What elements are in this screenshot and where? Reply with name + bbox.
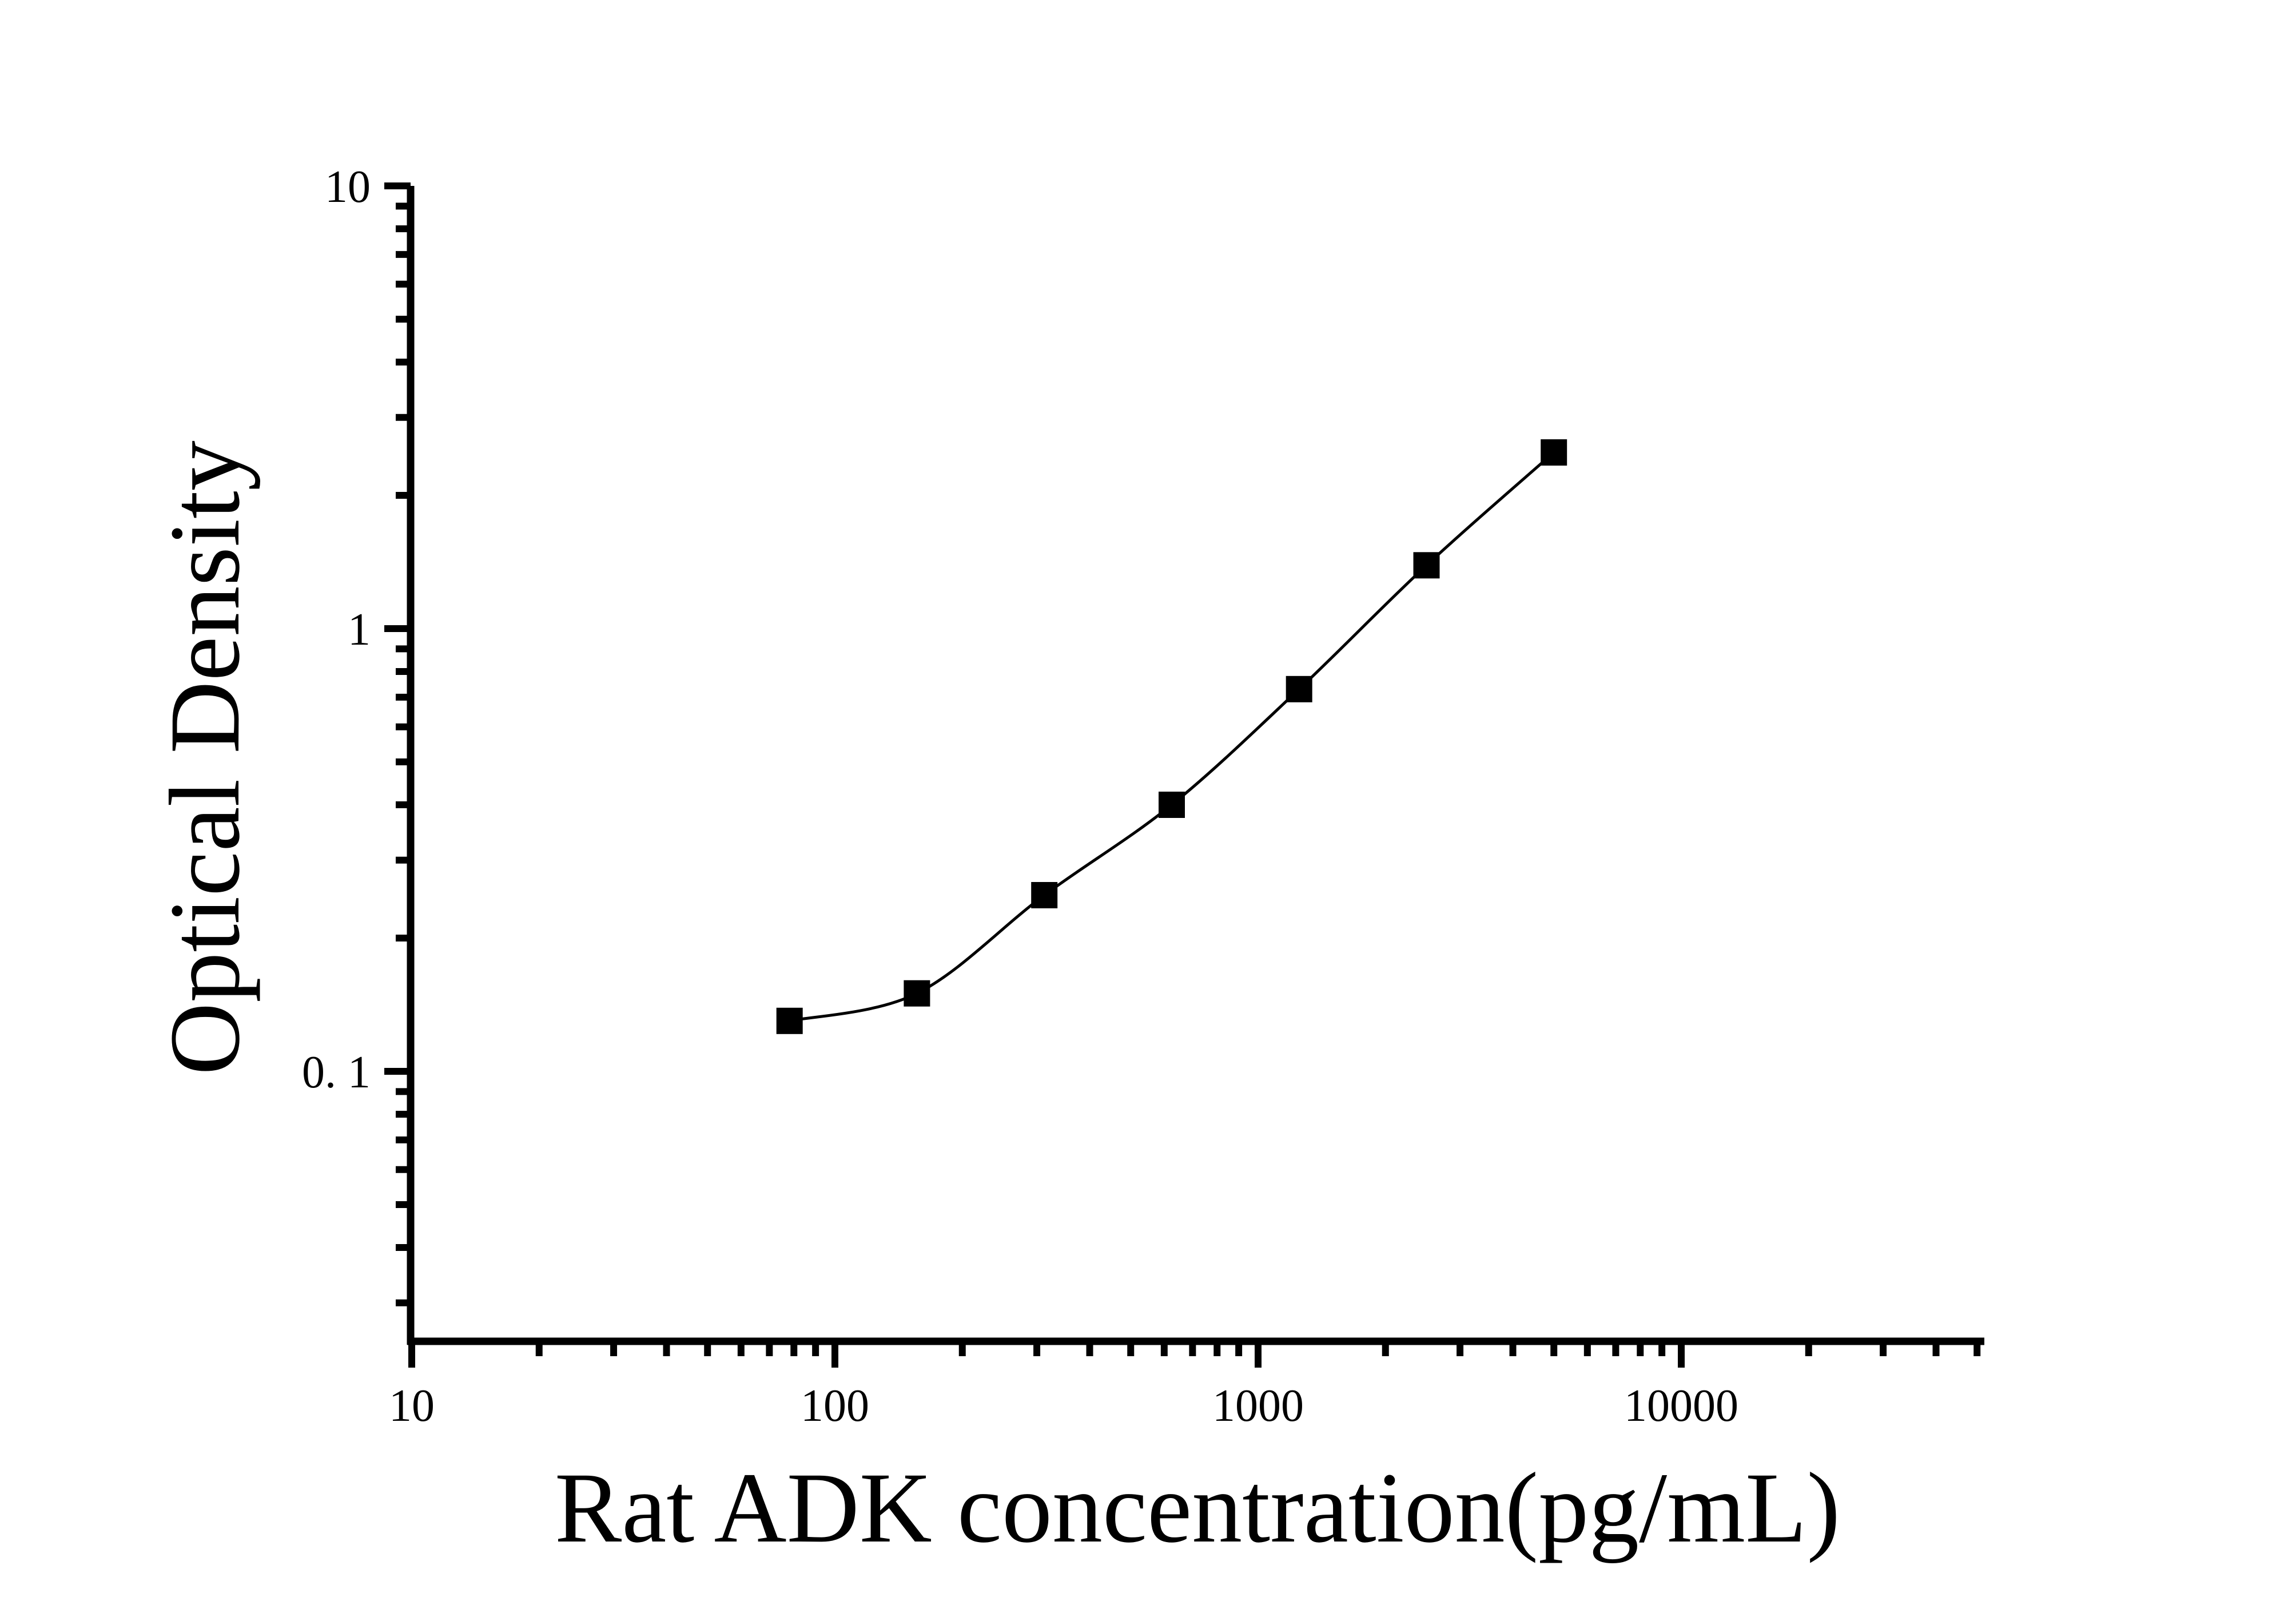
x-tick-label: 10000 bbox=[1624, 1381, 1738, 1431]
series-markers bbox=[776, 439, 1567, 1034]
data-point-marker bbox=[1031, 882, 1058, 908]
y-tick-label: 1 bbox=[348, 605, 371, 655]
x-axis-tick-labels: 10 100 1000 10000 bbox=[389, 1381, 1738, 1431]
y-axis-title: Optical Density bbox=[149, 440, 261, 1075]
x-axis-title: Rat ADK concentration(pg/mL) bbox=[555, 1452, 1840, 1564]
data-point-marker bbox=[1541, 439, 1567, 466]
series-standard-curve bbox=[776, 439, 1567, 1034]
x-tick-label: 1000 bbox=[1212, 1381, 1304, 1431]
data-point-marker bbox=[776, 1007, 803, 1034]
data-point-marker bbox=[1159, 792, 1185, 818]
y-axis: 10 1 0. 1 bbox=[302, 162, 415, 1345]
x-axis: 10 100 1000 10000 bbox=[389, 1337, 1984, 1431]
y-tick-label: 0. 1 bbox=[302, 1047, 371, 1098]
data-point-marker bbox=[904, 980, 930, 1007]
data-point-marker bbox=[1413, 552, 1440, 579]
data-point-marker bbox=[1286, 676, 1312, 702]
x-axis-ticks bbox=[408, 1341, 1981, 1368]
y-axis-ticks bbox=[384, 182, 411, 1306]
y-axis-tick-labels: 10 1 0. 1 bbox=[302, 162, 371, 1098]
x-tick-label: 10 bbox=[389, 1381, 435, 1431]
y-tick-label: 10 bbox=[325, 162, 371, 212]
x-tick-label: 100 bbox=[801, 1381, 869, 1431]
